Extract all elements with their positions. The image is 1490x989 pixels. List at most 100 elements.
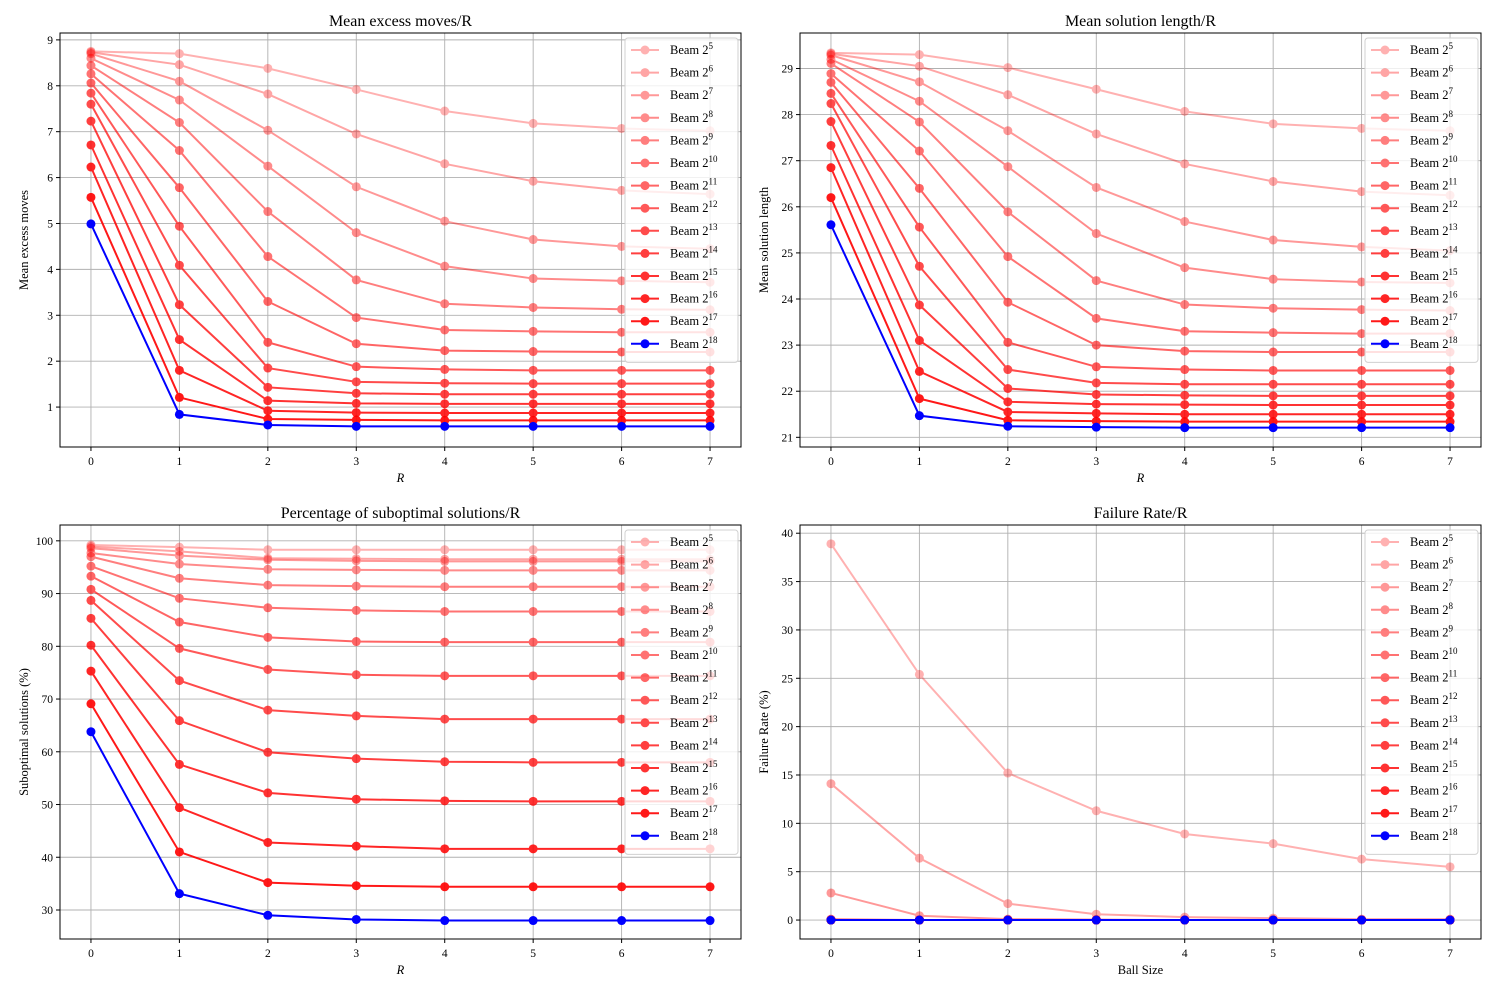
data-point <box>263 747 273 757</box>
legend-point <box>640 740 650 750</box>
data-point <box>1003 421 1013 431</box>
legend-point <box>1380 627 1390 637</box>
legend-label-exponent: 9 <box>1449 623 1454 633</box>
legend-label-exponent: 15 <box>1449 267 1459 277</box>
legend-label: Beam 214 <box>670 244 718 260</box>
legend-entry: Beam 212 <box>1371 691 1458 707</box>
data-point <box>174 335 184 345</box>
data-point <box>263 382 273 392</box>
legend-label-exponent: 12 <box>1449 691 1458 701</box>
data-point <box>705 379 715 389</box>
data-point <box>351 914 361 924</box>
data-point <box>440 216 450 226</box>
data-point <box>263 396 273 406</box>
legend-entry: Beam 212 <box>1371 199 1458 215</box>
data-point <box>914 146 924 156</box>
data-point <box>617 123 627 133</box>
data-point <box>914 61 924 71</box>
data-point <box>617 304 627 314</box>
data-point <box>528 408 538 418</box>
data-point <box>263 545 273 555</box>
data-point <box>617 796 627 806</box>
legend-entry: Beam 215 <box>1371 267 1458 283</box>
legend-entry: Beam 213 <box>1371 714 1458 730</box>
data-point <box>1268 235 1278 245</box>
legend-marker <box>631 135 659 145</box>
legend-label-base: Beam 2 <box>1410 269 1449 283</box>
data-point <box>1357 854 1367 864</box>
data-point <box>826 99 836 109</box>
y-tick-label: 25 <box>782 248 794 260</box>
data-point <box>351 182 361 192</box>
legend-marker <box>631 808 659 818</box>
legend-label-base: Beam 2 <box>670 88 709 102</box>
legend-entry: Beam 218 <box>631 335 718 351</box>
data-point <box>1003 768 1013 778</box>
legend-entry: Beam 210 <box>1371 154 1458 170</box>
legend-label-base: Beam 2 <box>1410 806 1449 820</box>
axes-frame <box>59 524 742 940</box>
legend-label: Beam 212 <box>670 199 718 215</box>
data-point <box>617 241 627 251</box>
data-point <box>440 671 450 681</box>
data-point <box>440 844 450 854</box>
legend-point <box>640 627 650 637</box>
y-tick-label: 8 <box>47 81 53 93</box>
data-point <box>1268 915 1278 925</box>
data-point <box>528 582 538 592</box>
legend-label-exponent: 10 <box>1449 646 1459 656</box>
legend-label: Beam 214 <box>1410 244 1458 260</box>
data-point <box>440 554 450 564</box>
legend-point <box>1380 786 1390 796</box>
series-beam-2-13 <box>86 595 715 724</box>
legend-label-base: Beam 2 <box>1410 558 1449 572</box>
data-point <box>914 96 924 106</box>
legend-label-base: Beam 2 <box>1410 603 1449 617</box>
legend-entry: Beam 217 <box>631 312 718 328</box>
legend-marker <box>631 560 659 570</box>
data-point <box>86 162 96 172</box>
legend-entry: Beam 28 <box>631 109 714 125</box>
x-tick-label: 5 <box>530 456 536 468</box>
data-point <box>174 847 184 857</box>
data-point <box>1357 400 1367 410</box>
legend-marker <box>1371 226 1399 236</box>
data-point <box>1091 378 1101 388</box>
data-point <box>1268 347 1278 357</box>
data-point <box>1003 207 1013 217</box>
data-point <box>1268 303 1278 313</box>
series-beam-2-6 <box>826 779 1455 924</box>
data-point <box>1357 409 1367 419</box>
data-point <box>440 796 450 806</box>
legend-marker <box>1371 45 1399 55</box>
x-tick-label: 7 <box>1447 456 1453 468</box>
legend-point <box>640 695 650 705</box>
legend-point <box>1380 294 1390 304</box>
data-point <box>1268 328 1278 338</box>
data-point <box>1180 390 1190 400</box>
data-point <box>528 796 538 806</box>
data-point <box>528 916 538 926</box>
data-point <box>263 337 273 347</box>
data-point <box>86 219 96 229</box>
data-point <box>86 116 96 126</box>
x-tick-label: 1 <box>917 948 923 960</box>
legend-point <box>1380 113 1390 123</box>
legend-label-base: Beam 2 <box>670 829 709 843</box>
legend-label-exponent: 9 <box>1449 131 1454 141</box>
data-point <box>263 125 273 135</box>
series-line <box>830 224 1451 429</box>
data-point <box>826 779 836 789</box>
legend-label-exponent: 16 <box>1449 290 1459 300</box>
legend-label: Beam 211 <box>1410 177 1457 193</box>
legend-entry: Beam 217 <box>1371 312 1458 328</box>
legend-marker <box>1371 158 1399 168</box>
series-line <box>90 196 711 422</box>
legend-label: Beam 212 <box>670 691 718 707</box>
legend-label-base: Beam 2 <box>1410 224 1449 238</box>
data-point <box>86 46 96 56</box>
data-point <box>440 421 450 431</box>
legend-marker <box>1371 605 1399 615</box>
